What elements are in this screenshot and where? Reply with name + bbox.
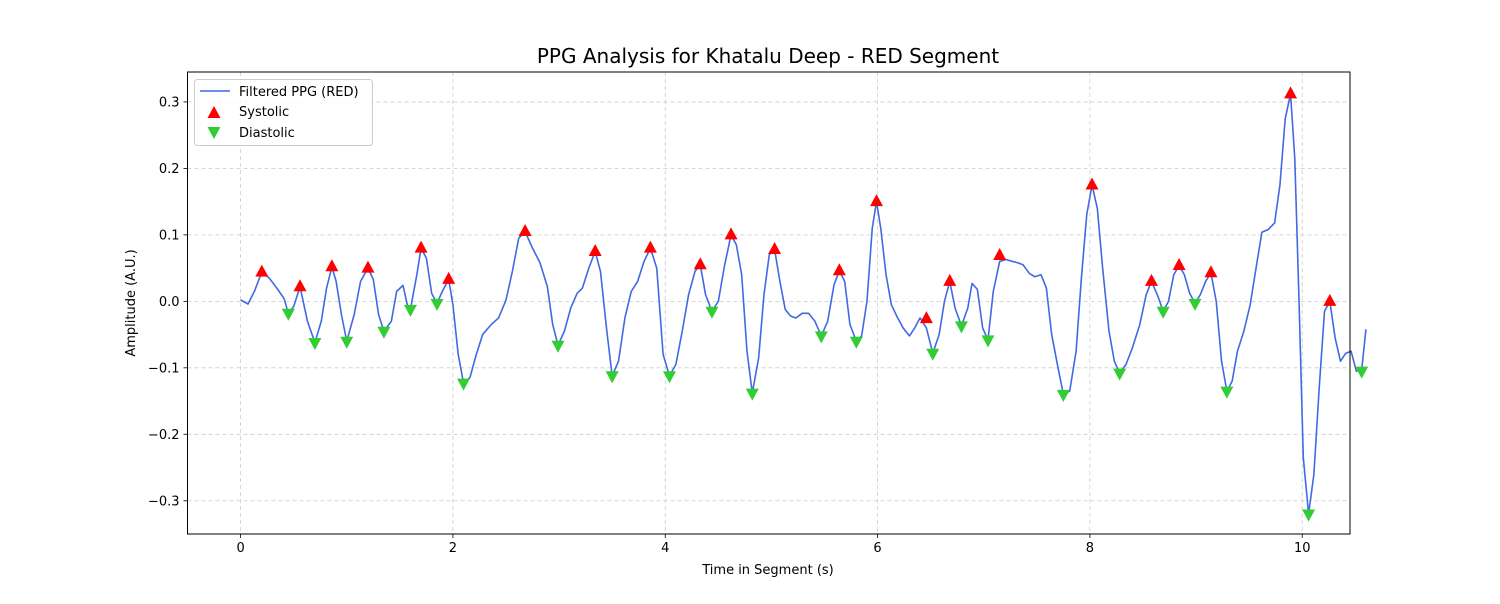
- diastolic-marker: [926, 348, 940, 361]
- diastolic-marker: [1188, 298, 1202, 311]
- systolic-marker: [361, 260, 375, 273]
- diastolic-marker: [457, 378, 471, 391]
- y-tick-label: 0.0: [159, 295, 180, 310]
- grid-lines: [187, 72, 1350, 534]
- systolic-marker: [943, 273, 957, 286]
- systolic-marker: [870, 194, 884, 207]
- y-axis-label: Amplitude (A.U.): [124, 249, 139, 356]
- systolic-marker: [1204, 265, 1218, 278]
- legend-box: [194, 79, 373, 146]
- legend-label-diastolic: Diastolic: [239, 126, 295, 141]
- y-tick-label: −0.1: [148, 361, 180, 376]
- diastolic-marker: [662, 371, 676, 384]
- legend-systolic-swatch: [207, 106, 221, 118]
- diastolic-marker: [605, 371, 619, 384]
- systolic-marker: [255, 264, 269, 277]
- x-tick-label: 6: [873, 541, 881, 556]
- diastolic-marker: [1113, 368, 1127, 381]
- systolic-marker: [293, 279, 307, 292]
- diastolic-marker: [1220, 386, 1234, 399]
- legend: Filtered PPG (RED) Systolic Diastolic: [194, 79, 373, 146]
- diastolic-marker: [814, 331, 828, 344]
- y-tick-label: 0.3: [159, 95, 180, 110]
- systolic-marker: [442, 271, 456, 284]
- diastolic-marker: [981, 335, 995, 348]
- x-tick-label: 10: [1294, 541, 1311, 556]
- diastolic-marker: [1302, 509, 1316, 522]
- diastolic-marker: [377, 326, 391, 339]
- systolic-marker: [588, 243, 602, 256]
- legend-diastolic-swatch: [207, 127, 221, 139]
- x-tick-label: 4: [661, 541, 669, 556]
- diastolic-marker: [954, 321, 968, 334]
- systolic-marker: [1144, 273, 1158, 286]
- systolic-marker: [919, 311, 933, 324]
- systolic-marker: [724, 227, 738, 240]
- legend-label-signal: Filtered PPG (RED): [239, 85, 359, 100]
- systolic-marker: [1323, 293, 1337, 306]
- y-tick-label: −0.2: [148, 428, 180, 443]
- systolic-marker: [832, 263, 846, 276]
- systolic-marker: [414, 240, 428, 253]
- systolic-marker: [768, 241, 782, 254]
- x-tick-label: 2: [449, 541, 457, 556]
- diastolic-marker: [745, 388, 759, 401]
- x-axis-label: Time in Segment (s): [701, 563, 833, 578]
- plot-frame: [187, 71, 1351, 535]
- y-tick-label: −0.3: [148, 494, 180, 509]
- diastolic-marker: [308, 338, 322, 351]
- diastolic-marker: [403, 304, 417, 317]
- axis-ticks: 0 2 4 6 8 10 −0.3 −0.2 −0.1 0.0 0.1 0.2 0.3: [148, 95, 1311, 556]
- y-tick-label: 0.1: [159, 228, 180, 243]
- systolic-marker: [1085, 177, 1099, 190]
- plot-series: [240, 86, 1369, 522]
- diastolic-marker: [430, 298, 444, 311]
- systolic-marker: [993, 247, 1007, 260]
- systolic-marker: [1172, 257, 1186, 270]
- systolic-marker: [1284, 86, 1298, 99]
- legend-label-systolic: Systolic: [239, 105, 289, 120]
- diastolic-marker: [849, 336, 863, 349]
- diastolic-marker: [1156, 306, 1170, 319]
- x-tick-label: 8: [1086, 541, 1094, 556]
- diastolic-marker: [705, 306, 719, 319]
- diastolic-marker: [1355, 366, 1369, 379]
- systolic-marker: [693, 257, 707, 270]
- diastolic-marker: [340, 336, 354, 349]
- chart-title: PPG Analysis for Khatalu Deep - RED Segm…: [537, 44, 999, 68]
- diastolic-marker: [281, 308, 295, 321]
- diastolic-marker: [1056, 389, 1070, 402]
- systolic-marker: [325, 259, 339, 272]
- systolic-marker: [643, 240, 657, 253]
- x-tick-label: 0: [236, 541, 244, 556]
- diastolic-marker: [551, 340, 565, 353]
- systolic-marker: [518, 224, 532, 237]
- y-tick-label: 0.2: [159, 162, 180, 177]
